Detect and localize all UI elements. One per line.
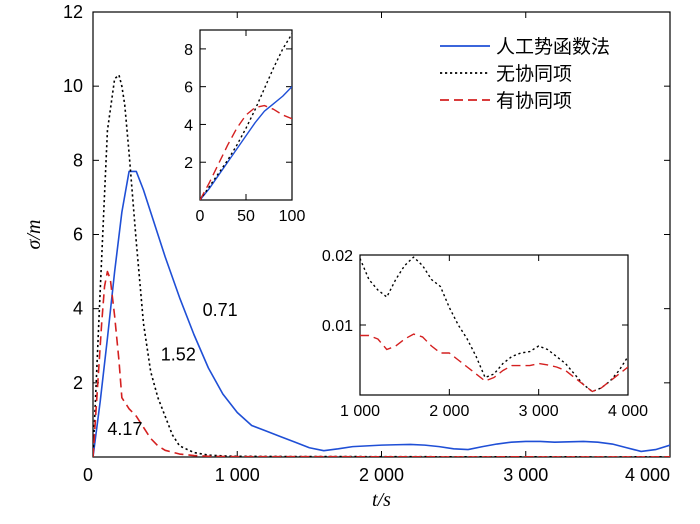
main-y-tick-label: 12 <box>63 2 83 22</box>
inset-top-plot: 0 50 100 2 4 6 8 <box>184 29 306 225</box>
main-x-tick-label: 2 000 <box>359 465 404 485</box>
annotation-label: 1.52 <box>161 345 196 365</box>
inset-top-y-tick-label: 8 <box>184 42 193 59</box>
legend-label-0: 人工势函数法 <box>496 36 610 58</box>
inset-top-x-tick-label: 0 <box>196 208 205 225</box>
inset-top-series-line-1 <box>200 33 292 200</box>
main-y-tick-label: 10 <box>63 76 83 96</box>
inset-bottom-y-tick-label: 0.01 <box>322 318 353 335</box>
inset-bottom-x-tick-label: 1 000 <box>340 403 380 420</box>
inset-bottom-x-tick-label: 3 000 <box>519 403 559 420</box>
main-y-tick-label: 4 <box>73 299 83 319</box>
main-x-tick-label: 1 000 <box>215 465 260 485</box>
annotation-label: 0.71 <box>203 300 238 320</box>
inset-top-series-line-0 <box>200 86 292 200</box>
inset-bottom-frame <box>359 254 629 396</box>
main-series-group <box>93 74 670 457</box>
inset-top-series-line-2 <box>200 104 292 200</box>
legend-label-2: 有协同项 <box>496 90 572 112</box>
x-axis-label: t/s <box>372 489 391 511</box>
annotation-label: 4.17 <box>107 419 142 439</box>
main-series-line-2 <box>93 270 670 457</box>
inset-bottom-x-tick-label: 2 000 <box>429 403 469 420</box>
inset-top-x-tick-label: 50 <box>237 208 255 225</box>
main-y-tick-label: 8 <box>73 150 83 170</box>
inset-bottom-plot: 1 000 2 000 3 000 4 000 0.01 0.02 <box>322 248 648 420</box>
main-x-tick-label: 0 <box>83 465 93 485</box>
y-axis-label: σ/m <box>23 220 45 250</box>
inset-bottom-series-group <box>360 256 628 393</box>
inset-top-y-tick-label: 4 <box>184 117 193 134</box>
inset-top-y-tick-label: 6 <box>184 80 193 97</box>
main-x-tick-label: 3 000 <box>503 465 548 485</box>
inset-top-series-group <box>200 33 292 200</box>
inset-bottom-y-tick-label: 0.02 <box>322 248 353 265</box>
legend-label-1: 无协同项 <box>496 63 572 85</box>
main-x-tick-label: 4 000 <box>625 465 670 485</box>
inset-bottom-series-line-1 <box>360 333 628 393</box>
main-y-tick-label: 2 <box>73 373 83 393</box>
inset-bottom-x-tick-label: 4 000 <box>608 403 648 420</box>
main-y-tick-label: 6 <box>73 225 83 245</box>
main-series-line-1 <box>93 74 670 457</box>
inset-top-x-tick-label: 100 <box>279 208 306 225</box>
main-series-line-0 <box>93 170 670 457</box>
inset-top-y-tick-label: 2 <box>184 155 193 172</box>
